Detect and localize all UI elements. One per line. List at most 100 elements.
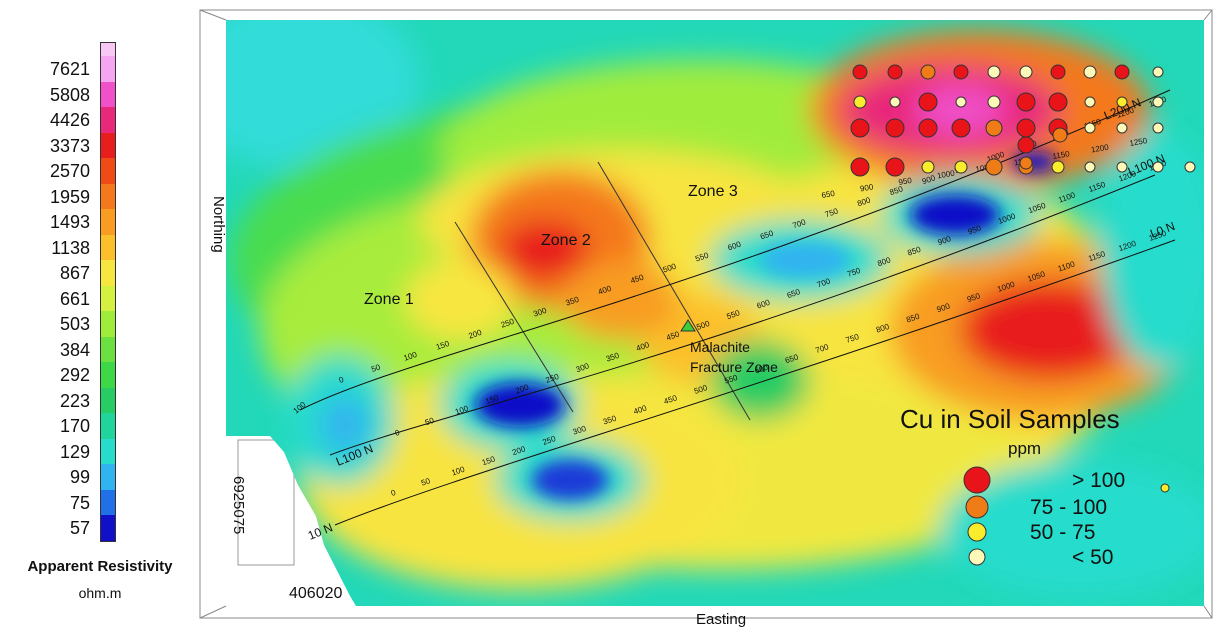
station-label: 250 [500, 317, 516, 330]
soil-sample-dot [850, 157, 870, 177]
station-label: 500 [693, 383, 709, 396]
soil-sample-dot [985, 119, 1003, 137]
zone-labels: Zone 1 Zone 2 Zone 3 Malachite Fracture … [364, 183, 778, 375]
station-labels: 0501001502002503003504004505005506006507… [292, 94, 1169, 497]
soil-sample-dot [1160, 483, 1170, 493]
station-label: 800 [856, 195, 872, 208]
soil-sample-dot [889, 96, 901, 108]
scale-tick-label: 1959 [49, 186, 90, 207]
scale-unit: ohm.m [78, 585, 122, 601]
scale-swatch [100, 209, 116, 235]
soil-sample-dot [918, 92, 938, 112]
malachite-marker [680, 319, 696, 332]
scale-swatch [100, 336, 116, 363]
scale-tick-label: 1493 [49, 212, 90, 232]
station-label: 500 [662, 261, 678, 274]
scale-swatch [100, 387, 116, 414]
soil-sample-dot [1083, 65, 1097, 79]
station-label: 450 [663, 393, 679, 406]
station-label: 500 [695, 319, 711, 332]
station-label: 550 [694, 250, 710, 263]
station-label: 650 [821, 189, 836, 200]
station-label: 850 [905, 312, 921, 325]
station-label: 550 [725, 308, 741, 321]
station-label: 1150 [1052, 149, 1071, 161]
scale-swatch [100, 489, 116, 516]
legend-title: Cu in Soil Samples [900, 404, 1120, 434]
station-label: 650 [759, 228, 775, 241]
station-label: 700 [816, 276, 832, 289]
soil-sample-dot [885, 118, 905, 138]
scale-tick-label: 3373 [49, 135, 90, 156]
legend-label: > 100 [1072, 469, 1125, 492]
scale-swatch [100, 234, 116, 261]
station-label: 0 [394, 428, 402, 438]
soil-sample-dot [1184, 161, 1196, 173]
station-label: 0 [338, 375, 346, 385]
soil-sample-dot [1084, 122, 1096, 134]
station-label: 50 [420, 476, 432, 488]
scale-tick-label: 503 [59, 314, 90, 334]
soil-sample-dot [1019, 156, 1033, 170]
scale-tick-label: 2570 [49, 161, 90, 181]
legend-swatch [963, 466, 991, 494]
station-label: 750 [846, 266, 862, 279]
scale-tick-label: 661 [59, 288, 90, 309]
soil-sample-dot [1052, 127, 1068, 143]
station-label: 350 [602, 414, 618, 427]
station-label: 200 [511, 444, 527, 457]
soil-sample-dot [955, 96, 967, 108]
soil-sample-dot [951, 118, 971, 138]
soil-sample-dot [1016, 92, 1036, 112]
resistivity-heatmap [226, 20, 1204, 606]
station-label: 850 [906, 245, 922, 258]
soil-sample-dot [850, 118, 870, 138]
station-label: 100 [450, 465, 466, 478]
station-label: 800 [876, 255, 892, 268]
station-label: 400 [632, 403, 648, 416]
scale-tick-label: 292 [59, 365, 90, 385]
station-label: 100 [454, 404, 470, 417]
legend-swatch [968, 548, 986, 566]
legend-label: < 50 [1072, 546, 1113, 569]
station-label: 350 [605, 351, 621, 364]
scale-tick-label: 57 [69, 518, 90, 538]
soil-sample-dot [920, 64, 936, 80]
station-label: 200 [514, 382, 530, 395]
soil-sample-dot [1048, 92, 1068, 112]
scale-swatch [100, 183, 116, 210]
station-label: 900 [937, 234, 953, 247]
scale-swatch [100, 464, 116, 490]
station-label: 900 [921, 173, 937, 186]
soil-sample-dot [887, 64, 903, 80]
easting-axis-label: Easting [696, 611, 746, 628]
northing-tick: 6925075 [230, 476, 247, 534]
station-label: 100 [403, 350, 419, 363]
scale-tick-label: 7621 [49, 59, 90, 79]
station-label: 700 [814, 342, 830, 355]
scale-tick-label: 129 [59, 441, 90, 462]
zone-3-label: Zone 3 [688, 183, 738, 200]
scale-swatch [100, 81, 116, 108]
station-label: 750 [845, 332, 861, 345]
scale-swatch [100, 362, 116, 388]
scale-tick-label: 5808 [49, 84, 90, 105]
soil-sample-dot [1152, 161, 1164, 173]
legend-label: 50 - 75 [1030, 521, 1095, 544]
station-label: 550 [723, 373, 739, 386]
scale-colorbar-top [100, 42, 116, 57]
soil-sample-dot [987, 95, 1001, 109]
resistivity-scale: 7621 5808 4426 3373 2570 1959 1493 1138 867 661 50… [0, 0, 200, 628]
soil-sample-dot [1050, 64, 1066, 80]
scale-tick-label: 223 [59, 390, 90, 411]
station-label: 900 [859, 182, 874, 193]
northing-axis-label: Northing [210, 196, 227, 253]
soil-samples [850, 64, 1196, 493]
soil-sample-dot [985, 158, 1003, 176]
station-label: 600 [756, 298, 772, 311]
scale-tick-label: 99 [69, 467, 90, 487]
station-label: 800 [875, 322, 891, 335]
scale-tick-label: 1138 [51, 237, 90, 258]
station-label: 450 [629, 272, 645, 285]
